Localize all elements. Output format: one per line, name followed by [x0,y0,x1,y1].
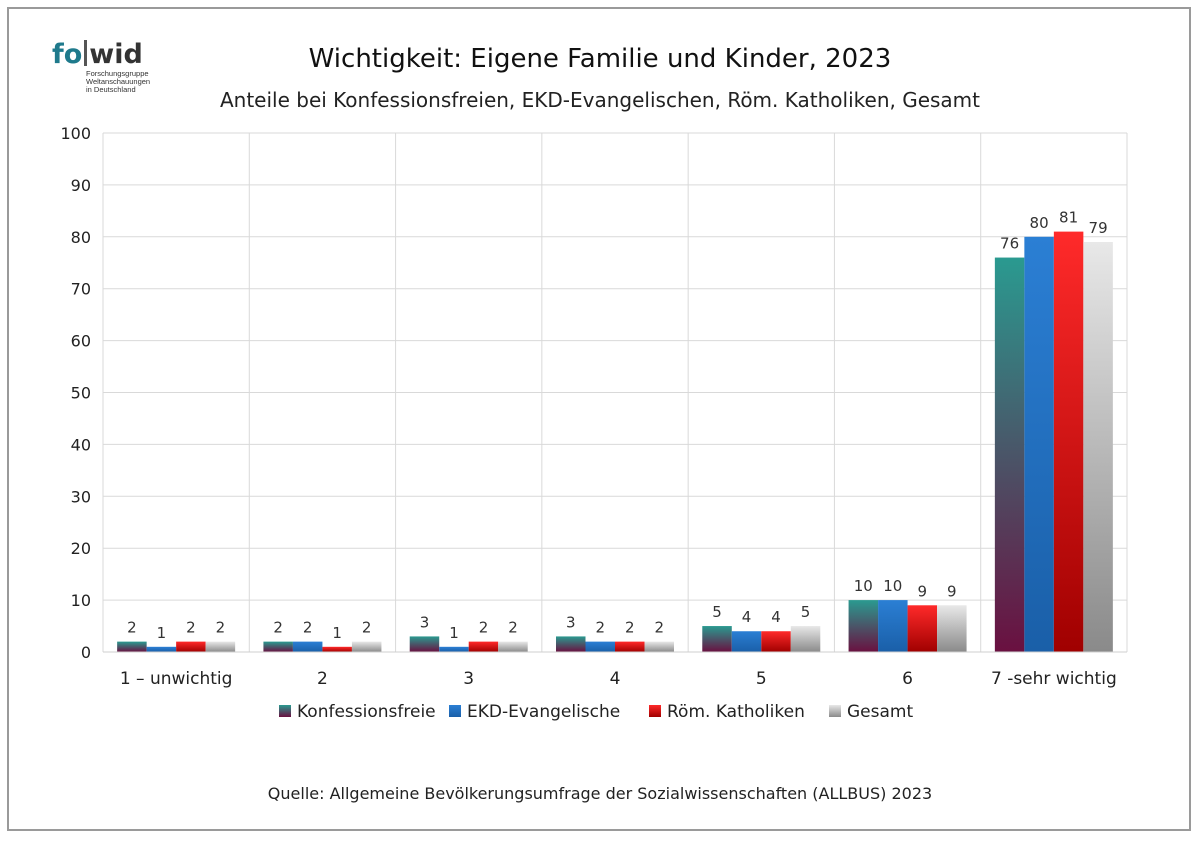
x-tick-label: 5 [756,669,767,689]
bar [556,636,586,652]
data-label: 9 [947,582,957,600]
legend-swatch [649,705,661,717]
bar [498,641,528,652]
data-label: 2 [508,619,518,637]
x-tick-label: 6 [902,669,913,689]
x-tick-label: 2 [317,669,328,689]
bar [644,641,674,652]
bar [292,641,323,652]
bar [615,641,645,652]
data-label: 2 [625,619,635,637]
data-label: 80 [1030,214,1049,232]
legend-swatch [449,705,461,717]
data-label: 4 [771,608,781,626]
x-tick-label: 7 -sehr wichtig [991,669,1117,689]
bar [731,631,762,652]
bar [205,641,236,652]
data-label: 3 [420,613,430,631]
fowid-logo: fo wid Forschungsgruppe Weltanschauungen … [52,40,172,94]
x-tick-label: 4 [610,669,621,689]
data-label: 10 [883,577,902,595]
bar [585,641,615,652]
bar [439,646,469,652]
bar [790,626,821,652]
legend-label: EKD-Evangelische [467,702,620,722]
bar [263,641,293,652]
logo-wordmark: fo wid [52,39,143,70]
data-label: 81 [1059,209,1078,227]
data-label: 5 [801,603,811,621]
bar [937,605,967,652]
data-label: 4 [742,608,752,626]
y-tick-label: 30 [71,487,91,506]
x-tick-label: 1 – unwichtig [120,669,233,689]
data-label: 2 [273,619,283,637]
y-tick-label: 90 [71,176,91,195]
bar [322,646,352,652]
legend-swatch [279,705,291,717]
bar [117,641,147,652]
bar [761,631,791,652]
data-label: 2 [654,619,664,637]
bar [351,641,382,652]
chart-subtitle: Anteile bei Konfessionsfreien, EKD-Evang… [219,88,981,112]
bar [702,626,732,652]
bar [1053,231,1084,653]
logo-subtext: Forschungsgruppe Weltanschauungen in Deu… [86,69,151,94]
legend-label: Konfessionsfreie [297,702,436,722]
y-tick-label: 60 [71,332,91,351]
bar [907,605,938,652]
data-label: 3 [566,613,576,631]
chart-frame [7,7,1191,831]
data-label: 2 [595,619,605,637]
bar [994,257,1025,652]
x-tick-label: 3 [463,669,474,689]
legend-label: Gesamt [847,702,913,722]
bar [146,646,177,652]
chart-title: Wichtigkeit: Eigene Familie und Kinder, … [308,44,892,74]
bar [468,641,499,652]
y-tick-label: 20 [71,539,91,558]
y-tick-label: 50 [71,384,91,403]
bar [878,600,908,652]
data-label: 76 [1000,235,1019,253]
bar [1083,241,1113,653]
data-label: 2 [479,619,489,637]
data-label: 9 [918,582,928,600]
data-label: 1 [157,624,167,642]
bar [1024,236,1054,653]
data-label: 2 [362,619,372,637]
bar [848,600,879,652]
data-label: 2 [127,619,137,637]
y-tick-label: 80 [71,228,91,247]
data-label: 2 [303,619,313,637]
legend-swatch [829,705,841,717]
y-tick-label: 10 [71,591,91,610]
data-label: 2 [186,619,196,637]
y-tick-label: 70 [71,280,91,299]
y-tick-label: 0 [81,643,91,662]
y-tick-label: 40 [71,435,91,454]
data-label: 10 [854,577,873,595]
y-tick-label: 100 [60,124,91,143]
data-label: 1 [449,624,459,642]
data-label: 2 [216,619,226,637]
data-label: 5 [712,603,722,621]
bar [409,636,440,652]
legend-label: Röm. Katholiken [667,702,805,722]
bar [176,641,206,652]
data-label: 79 [1089,219,1108,237]
data-label: 1 [332,624,342,642]
source-note: Quelle: Allgemeine Bevölkerungsumfrage d… [267,784,933,803]
